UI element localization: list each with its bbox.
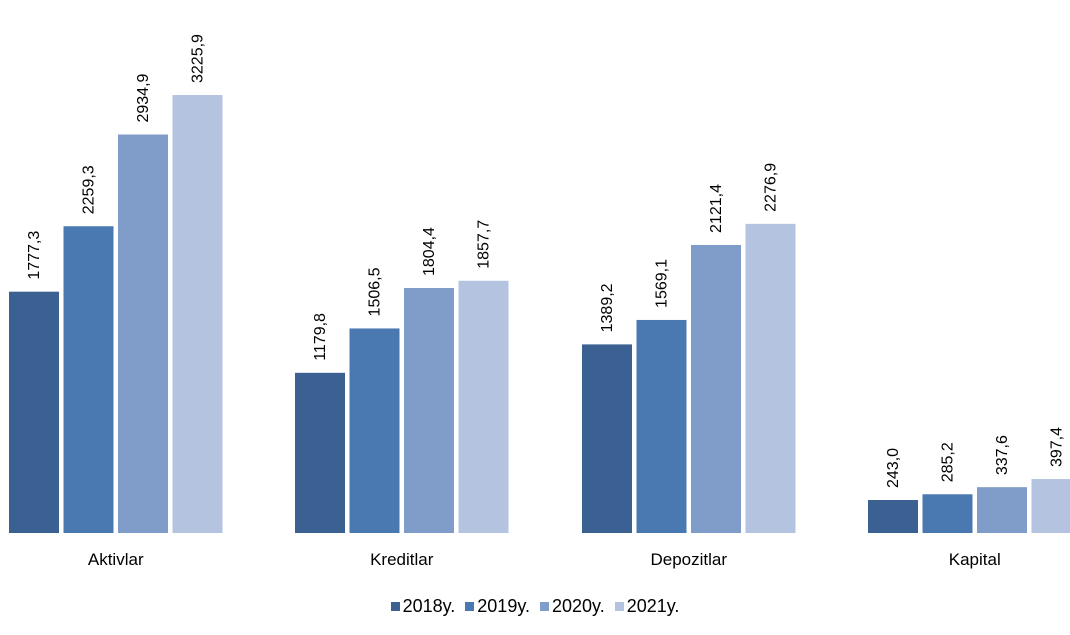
legend-item-2019: 2019y.: [465, 596, 530, 617]
data-label-depozitlar-2018y: 1389,2: [599, 283, 616, 332]
data-label-kreditlar-2019y: 1506,5: [367, 267, 384, 316]
legend-item-2021: 2021y.: [614, 596, 680, 617]
bar-kreditlar-2019y: [349, 328, 400, 533]
legend-item-2020: 2020y.: [540, 596, 605, 617]
legend-swatch-2020: [540, 602, 549, 611]
bar-kreditlar-2021y: [458, 280, 509, 533]
data-label-depozitlar-2021y: 2276,9: [763, 163, 780, 212]
bar-kapital-2019y: [922, 494, 973, 533]
bar-depozitlar-2018y: [582, 344, 632, 533]
data-label-aktivlar-2018y: 1777,3: [26, 231, 43, 280]
category-label-aktivlar: Aktivlar: [88, 550, 144, 569]
data-label-kreditlar-2020y: 1804,4: [421, 227, 438, 276]
bar-kreditlar-2018y: [295, 372, 345, 533]
data-label-kapital-2021y: 397,4: [1049, 427, 1066, 467]
data-label-kapital-2018y: 243,0: [885, 448, 902, 488]
bar-kapital-2018y: [868, 500, 918, 533]
bar-kapital-2020y: [977, 487, 1027, 533]
category-label-kapital: Kapital: [949, 550, 1001, 569]
data-label-aktivlar-2019y: 2259,3: [81, 165, 98, 214]
bar-depozitlar-2019y: [636, 319, 687, 533]
data-label-depozitlar-2019y: 1569,1: [654, 259, 671, 308]
legend-label-2018: 2018y.: [402, 596, 456, 616]
legend-item-2018: 2018y.: [390, 596, 456, 617]
bar-kapital-2021y: [1031, 479, 1070, 533]
legend-label-2020: 2020y.: [552, 596, 605, 616]
bar-depozitlar-2020y: [691, 244, 741, 533]
legend-swatch-2019: [465, 602, 475, 611]
data-label-kreditlar-2018y: 1179,8: [312, 313, 329, 361]
bar-kreditlar-2020y: [404, 288, 454, 533]
legend-swatch-2021: [614, 602, 624, 611]
bar-depozitlar-2021y: [745, 223, 796, 533]
data-label-depozitlar-2020y: 2121,4: [708, 184, 725, 233]
category-label-depozitlar: Depozitlar: [650, 550, 727, 569]
bar-aktivlar-2020y: [118, 134, 168, 533]
legend-swatch-2018: [390, 602, 400, 611]
legend-label-2021: 2021y.: [626, 596, 680, 616]
chart-legend: 2018y. 2019y. 2020y. 2021y.: [0, 596, 1070, 617]
legend-label-2019: 2019y.: [477, 596, 530, 616]
data-label-kapital-2020y: 337,6: [994, 435, 1011, 475]
data-label-kreditlar-2021y: 1857,7: [476, 220, 493, 269]
data-label-aktivlar-2021y: 3225,9: [190, 34, 207, 83]
data-label-kapital-2019y: 285,2: [940, 442, 957, 482]
bar-aktivlar-2019y: [63, 226, 114, 533]
bar-aktivlar-2018y: [9, 291, 59, 533]
category-label-kreditlar: Kreditlar: [370, 550, 434, 569]
data-label-aktivlar-2020y: 2934,9: [135, 73, 152, 122]
bar-aktivlar-2021y: [172, 95, 223, 533]
bar-chart: 1777,3 2259,3 2934,9 3225,9 Aktivlar 1179,8 15…: [9, 34, 1070, 569]
